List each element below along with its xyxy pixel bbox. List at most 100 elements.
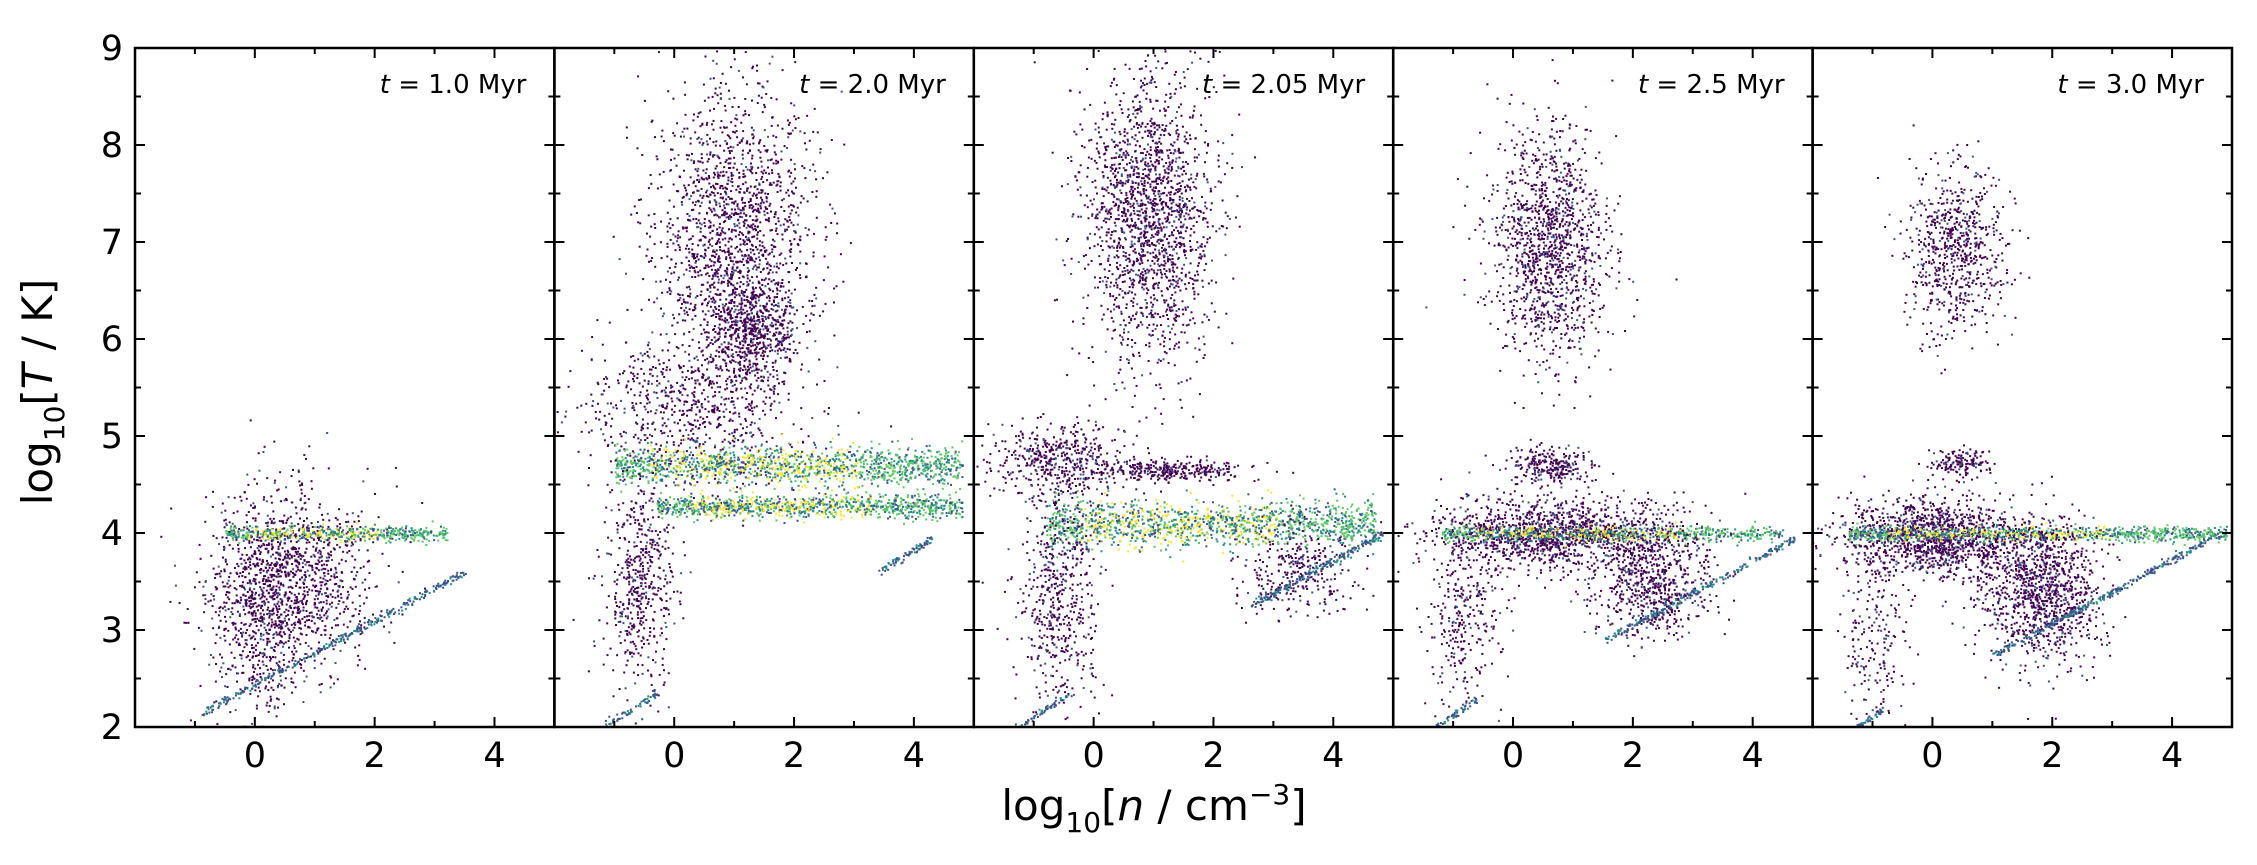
density-point <box>712 77 715 80</box>
density-point <box>444 530 447 533</box>
density-point <box>267 632 270 635</box>
density-point <box>364 539 367 542</box>
density-point <box>746 257 749 260</box>
density-point <box>319 601 322 604</box>
density-point <box>736 136 739 139</box>
density-point <box>743 224 745 227</box>
density-point <box>246 527 249 530</box>
density-point <box>716 50 719 53</box>
density-point <box>189 719 192 722</box>
density-point <box>761 200 764 203</box>
density-point <box>772 290 774 293</box>
density-point <box>717 173 720 176</box>
density-point <box>425 526 428 529</box>
density-point <box>300 633 303 636</box>
density-point <box>745 166 748 168</box>
density-point <box>742 183 745 186</box>
density-point <box>754 348 757 350</box>
density-point <box>716 482 719 485</box>
density-point <box>394 530 396 533</box>
density-point <box>248 679 251 682</box>
density-point <box>303 657 306 660</box>
density-point <box>275 607 278 610</box>
density-point <box>365 596 368 599</box>
density-point <box>219 670 222 673</box>
density-point <box>320 556 323 559</box>
density-point <box>239 653 242 656</box>
density-point <box>259 620 262 623</box>
density-point <box>247 611 250 614</box>
density-point <box>386 535 389 538</box>
density-point <box>266 637 269 640</box>
density-point <box>701 406 704 409</box>
density-point <box>262 594 265 597</box>
density-point <box>234 534 237 537</box>
density-point <box>772 134 775 137</box>
density-point <box>781 282 784 284</box>
density-point <box>263 622 266 625</box>
density-point <box>237 543 239 546</box>
density-point <box>792 224 795 227</box>
density-point <box>748 231 751 234</box>
density-point <box>711 237 714 240</box>
density-point <box>425 538 428 541</box>
density-point <box>328 553 331 556</box>
density-point <box>718 323 721 326</box>
density-point <box>752 290 755 293</box>
density-point <box>242 581 244 584</box>
density-point <box>685 194 688 197</box>
density-point <box>676 240 678 243</box>
density-point <box>286 561 288 564</box>
density-point <box>358 609 361 612</box>
density-point <box>753 253 756 256</box>
density-point <box>371 528 374 530</box>
density-point <box>454 575 457 578</box>
density-point <box>298 529 300 532</box>
density-point <box>248 677 251 680</box>
density-point <box>244 561 247 564</box>
density-point <box>708 219 711 222</box>
density-point <box>769 331 772 334</box>
density-point <box>311 653 314 656</box>
density-point <box>251 541 254 544</box>
density-point <box>207 706 210 709</box>
density-point <box>776 289 779 292</box>
density-point <box>775 369 778 372</box>
density-point <box>372 538 375 540</box>
density-point <box>442 529 445 532</box>
density-point <box>301 562 304 565</box>
density-point <box>788 133 791 136</box>
density-point <box>264 547 267 550</box>
density-point <box>677 234 680 237</box>
density-point <box>556 431 559 434</box>
density-point <box>323 629 326 632</box>
density-point <box>333 618 336 621</box>
density-point <box>730 238 733 241</box>
density-point <box>270 543 273 546</box>
density-point <box>334 568 337 571</box>
density-point <box>400 606 403 609</box>
density-point <box>744 110 747 113</box>
density-point <box>763 365 766 368</box>
density-point <box>674 249 677 252</box>
density-point <box>417 539 420 542</box>
density-point <box>277 663 279 666</box>
density-point <box>264 687 267 690</box>
density-point <box>688 264 691 267</box>
density-point <box>327 525 330 528</box>
density-point <box>336 617 339 620</box>
y-tick-label: 7 <box>101 223 123 263</box>
density-point <box>328 541 331 544</box>
density-point <box>711 229 714 232</box>
density-point <box>323 614 326 617</box>
density-point <box>421 532 424 535</box>
density-point <box>296 661 299 664</box>
density-point <box>709 342 712 344</box>
density-point <box>738 222 741 225</box>
density-point <box>672 97 675 100</box>
density-point <box>659 241 662 244</box>
density-point <box>742 206 745 209</box>
density-point <box>777 180 780 183</box>
density-point <box>741 441 744 444</box>
density-point <box>746 321 749 324</box>
